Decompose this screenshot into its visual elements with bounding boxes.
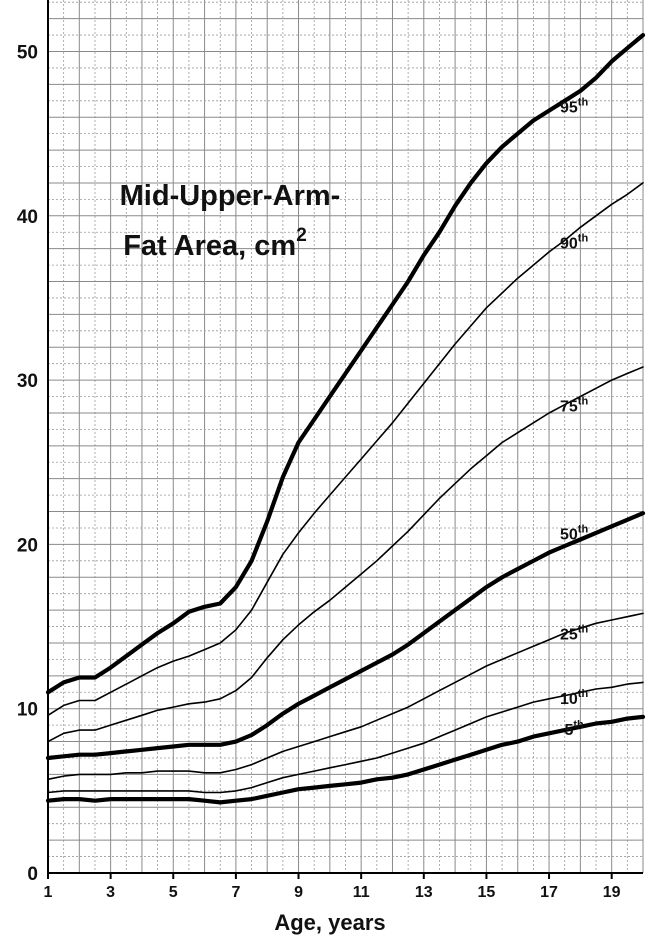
percentile-label-number: 10 <box>560 691 578 708</box>
percentile-curve-50 <box>45 511 646 761</box>
percentile-label-25: 25th <box>560 624 588 644</box>
percentile-label-95: 95th <box>560 96 588 116</box>
y-tick-label: 30 <box>17 371 38 392</box>
percentile-label-number: 95 <box>560 99 578 116</box>
percentile-curve-90 <box>47 182 644 717</box>
percentile-label-suffix: th <box>578 523 589 535</box>
percentile-curve-25 <box>47 612 644 781</box>
percentile-label-90: 90th <box>560 233 588 253</box>
y-tick-label: 20 <box>17 535 38 556</box>
y-tick-label: 50 <box>17 43 38 64</box>
percentile-label-number: 50 <box>560 526 578 543</box>
percentile-curves <box>45 33 646 805</box>
axes <box>47 0 643 879</box>
y-tick-labels: 0 10 20 30 40 50 <box>17 43 38 886</box>
percentile-label-suffix: th <box>573 719 584 731</box>
percentile-label-number: 25 <box>560 627 578 644</box>
x-tick-label: 5 <box>169 884 178 901</box>
x-tick-label: 13 <box>415 884 433 901</box>
y-tick-label: 0 <box>27 864 38 885</box>
y-tick-label: 10 <box>17 700 38 721</box>
x-tick-labels: 1 3 5 7 9 11 13 15 17 19 <box>44 884 621 901</box>
percentile-label-75: 75th <box>560 395 588 415</box>
chart-title-superscript: 2 <box>296 225 307 246</box>
percentile-label-number: 90 <box>560 236 578 253</box>
x-tick-label: 7 <box>231 884 240 901</box>
percentile-curve-10 <box>47 681 644 794</box>
grid <box>47 0 644 873</box>
percentile-curve-75 <box>47 366 644 743</box>
percentile-label-suffix: th <box>578 96 589 108</box>
percentile-label-5: 5th <box>564 719 584 739</box>
percentile-label-10: 10th <box>560 688 588 708</box>
x-tick-label: 9 <box>294 884 303 901</box>
percentile-label-number: 75 <box>560 398 578 415</box>
percentile-label-suffix: th <box>578 395 589 407</box>
percentile-label-50: 50th <box>560 523 588 543</box>
x-tick-label: 1 <box>44 884 53 901</box>
percentile-label-suffix: th <box>578 233 589 245</box>
chart-title: Mid-Upper-Arm- <box>120 180 341 212</box>
chart-title-line2-text: Fat Area, cm <box>123 230 296 262</box>
x-tick-label: 11 <box>353 884 370 901</box>
percentile-curve-95 <box>45 33 646 695</box>
chart-title-line2: Fat Area, cm2 <box>123 225 307 262</box>
x-tick-label: 17 <box>540 884 558 901</box>
x-tick-label: 19 <box>603 884 621 901</box>
percentile-label-number: 5 <box>564 722 573 739</box>
x-axis-label: Age, years <box>274 910 385 935</box>
x-tick-label: 15 <box>478 884 496 901</box>
percentile-curve-5 <box>45 714 646 805</box>
percentile-label-suffix: th <box>578 688 589 700</box>
x-tick-label: 3 <box>106 884 115 901</box>
y-tick-label: 40 <box>17 207 38 228</box>
percentile-label-suffix: th <box>578 624 589 636</box>
